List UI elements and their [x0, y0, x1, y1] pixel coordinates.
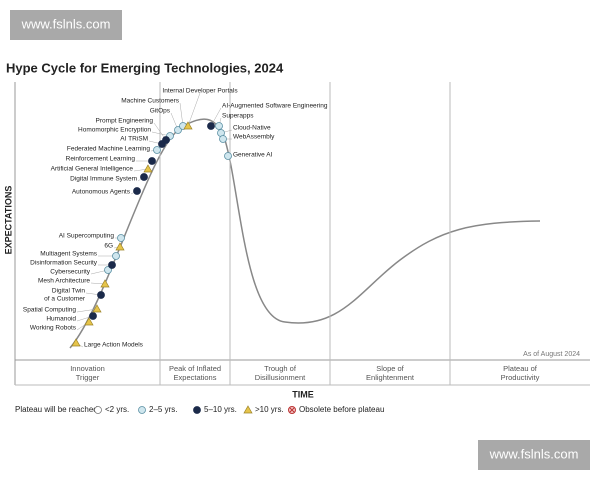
item-label: Large Action Models: [84, 342, 144, 349]
legend-label: >10 yrs.: [255, 405, 284, 414]
item-label: Disinformation Security: [30, 260, 98, 267]
legend-label: 5–10 yrs.: [204, 405, 237, 414]
phase-label: Enlightenment: [366, 373, 415, 382]
item-label: Mesh Architecture: [38, 278, 90, 285]
item-label: Cloud-Native: [233, 125, 271, 132]
marker-circle: [224, 152, 232, 160]
item-label: AI-Augmented Software Engineering: [222, 103, 328, 110]
marker-triangle: [115, 242, 125, 251]
item-label: AI TRiSM: [120, 136, 148, 143]
marker-circle: [174, 126, 182, 134]
item-label: Multiagent Systems: [40, 251, 97, 258]
item-label: Cybersecurity: [50, 269, 90, 276]
item-label: Digital Twin: [52, 288, 86, 295]
marker-triangle: [100, 279, 110, 288]
marker-circle: [193, 406, 201, 414]
item-label: Prompt Engineering: [96, 118, 154, 125]
marker-circle: [219, 135, 227, 143]
marker-triangle: [243, 405, 253, 414]
item-label: AI Supercomputing: [59, 233, 115, 240]
item-label: Reinforcement Learning: [66, 156, 136, 163]
legend-label: Obsolete before plateau: [299, 405, 384, 414]
marker-circle: [215, 122, 223, 130]
leader-line: [187, 92, 201, 127]
watermark-box: [10, 10, 122, 40]
item-label: Working Robots: [30, 325, 77, 332]
marker-circle: [138, 406, 146, 414]
watermark: www.fslnls.com: [21, 16, 111, 31]
marker-triangle: [71, 338, 81, 347]
marker-circle: [117, 234, 125, 242]
marker-triangle: [143, 164, 153, 173]
phase-label: Productivity: [501, 373, 540, 382]
marker-circle: [89, 312, 97, 320]
marker-circle: [207, 122, 215, 130]
y-axis-label: EXPECTATIONS: [3, 186, 13, 255]
marker-circle: [148, 157, 156, 165]
marker-triangle: [92, 304, 102, 313]
marker-circle: [112, 252, 120, 260]
legend-label: 2–5 yrs.: [149, 405, 177, 414]
item-label: 6G: [104, 243, 113, 250]
phase-label: Plateau of: [503, 364, 538, 373]
phase-label: Peak of Inflated: [169, 364, 221, 373]
item-label: Federated Machine Learning: [67, 146, 150, 153]
marker-circle: [153, 146, 161, 154]
marker-circle: [140, 173, 148, 181]
marker-x: [289, 407, 295, 413]
leader-line: [76, 308, 98, 313]
watermark: www.fslnls.com: [489, 446, 579, 461]
marker-circle: [108, 261, 116, 269]
item-label: Superapps: [222, 113, 254, 120]
item-label: GitOps: [150, 108, 171, 115]
watermark-box: [478, 440, 590, 470]
item-label: Humanoid: [46, 316, 76, 323]
item-label: Autonomous Agents: [72, 189, 131, 196]
phase-label: Disillusionment: [255, 373, 306, 382]
as-of: As of August 2024: [523, 351, 580, 358]
item-label: Spatial Computing: [23, 307, 76, 314]
item-label: Artificial General Intelligence: [51, 166, 134, 173]
phase-label: Innovation: [70, 364, 105, 373]
marker-circle: [94, 406, 102, 414]
item-label: Homomorphic Encryption: [78, 127, 151, 134]
phase-label: Trigger: [76, 373, 100, 382]
item-label: WebAssembly: [233, 134, 275, 141]
item-label: Machine Customers: [121, 98, 180, 105]
x-axis-label: TIME: [292, 389, 314, 399]
phase-label: Expectations: [174, 373, 217, 382]
marker-circle: [162, 136, 170, 144]
marker-triangle: [84, 317, 94, 326]
marker-circle: [104, 266, 112, 274]
legend-title: Plateau will be reached:: [15, 405, 100, 414]
legend-label: <2 yrs.: [105, 405, 129, 414]
item-label: Generative AI: [233, 152, 273, 159]
item-label: Digital Immune System: [70, 176, 137, 183]
title: Hype Cycle for Emerging Technologies, 20…: [6, 60, 284, 75]
item-label: Internal Developer Portals: [162, 88, 238, 95]
item-label: of a Customer: [44, 296, 86, 303]
marker-circle: [133, 187, 141, 195]
marker-circle: [97, 291, 105, 299]
marker-triangle: [183, 121, 193, 130]
phase-label: Slope of: [376, 364, 404, 373]
hype-curve: [69, 118, 541, 349]
phase-label: Trough of: [264, 364, 297, 373]
